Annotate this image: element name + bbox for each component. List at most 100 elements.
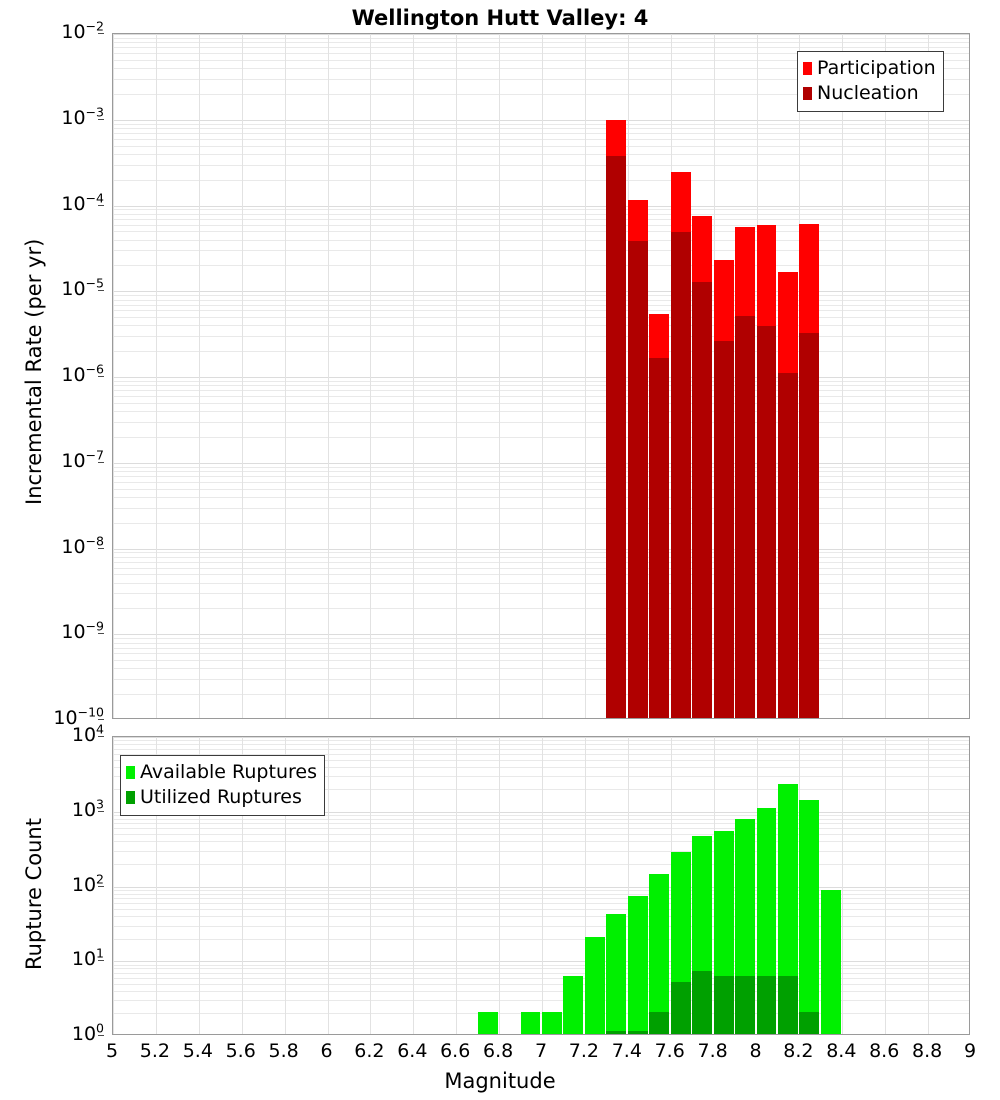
- bar-segment-overlay: [756, 975, 777, 1034]
- bar-rupture-count: [777, 784, 798, 1034]
- x-tick-label: 8: [749, 1040, 762, 1062]
- y-tick-mark: [98, 811, 104, 812]
- bar-segment-overlay: [627, 1030, 648, 1034]
- bar-rupture-count: [477, 1011, 498, 1034]
- bar-rupture-count: [627, 896, 648, 1034]
- x-tick-label: 5: [105, 1040, 119, 1062]
- y-tick-label: 101: [71, 945, 104, 971]
- bar-rupture-count: [735, 818, 755, 1034]
- page-title: Wellington Hutt Valley: 4: [351, 6, 649, 30]
- bar-segment-overlay: [627, 240, 648, 718]
- y-tick-mark: [98, 290, 104, 291]
- bar-segment-overlay: [799, 1011, 820, 1034]
- x-tick-label: 8.8: [911, 1040, 943, 1062]
- y-tick-mark: [98, 886, 104, 887]
- y-tick-label: 10−10: [53, 704, 104, 729]
- bar-segment-overlay: [756, 326, 777, 718]
- bar-segment-overlay: [606, 155, 627, 718]
- bar-incremental-rate: [670, 172, 691, 718]
- participation-swatch-icon: [803, 62, 812, 75]
- bar-segment-overlay: [777, 373, 798, 718]
- y-tick-mark: [98, 960, 104, 961]
- y-tick-mark: [98, 736, 104, 737]
- x-tick-label: 5.6: [225, 1040, 256, 1062]
- x-tick-label: 8.4: [826, 1040, 857, 1062]
- bar-segment-overlay: [735, 315, 755, 718]
- y-tick-mark: [98, 462, 104, 463]
- nucleation-swatch-icon: [803, 87, 812, 100]
- legend-label-utilized-ruptures: Utilized Ruptures: [140, 786, 302, 808]
- bars-incremental-rate: [113, 34, 969, 718]
- y-axis-ticks-top: 10−2 10−3 10−4 10−5 10−6 10−7 10−8 10−9 10−10: [38, 20, 104, 728]
- bar-segment-overlay: [713, 340, 734, 718]
- y-axis-ticks-bottom: 104 103 102 101 100: [38, 723, 104, 1044]
- legend-item-available-ruptures[interactable]: Available Ruptures: [126, 760, 317, 785]
- bar-rupture-count: [756, 808, 777, 1034]
- y-tick-label: 10−7: [61, 447, 104, 472]
- legend-item-utilized-ruptures[interactable]: Utilized Ruptures: [126, 785, 317, 810]
- y-axis-title-bottom: Rupture Count: [22, 818, 46, 970]
- bar-incremental-rate: [777, 271, 798, 718]
- bar-rupture-count: [799, 800, 820, 1034]
- y-tick-mark: [98, 719, 104, 720]
- y-tick-label: 10−2: [61, 18, 104, 43]
- x-tick-label: 7.2: [568, 1040, 599, 1062]
- bars-rupture-count: [113, 737, 969, 1034]
- bar-incremental-rate: [756, 225, 777, 718]
- bar-incremental-rate: [735, 227, 755, 718]
- bar-incremental-rate: [606, 119, 627, 718]
- y-tick-mark: [98, 1035, 104, 1036]
- x-tick-label: 8.6: [869, 1040, 900, 1062]
- bar-rupture-count: [820, 889, 841, 1034]
- x-tick-label: 6.4: [397, 1040, 428, 1062]
- utilized-ruptures-swatch-icon: [126, 791, 135, 804]
- bar-rupture-count: [520, 1011, 541, 1034]
- bar-incremental-rate: [627, 199, 648, 718]
- legend-item-nucleation[interactable]: Nucleation: [803, 81, 936, 106]
- y-tick-label: 10−9: [61, 618, 104, 644]
- bar-incremental-rate: [649, 313, 670, 718]
- y-tick-label: 10−3: [61, 104, 104, 129]
- bar-rupture-count: [649, 873, 670, 1034]
- x-axis-title: Magnitude: [444, 1069, 556, 1093]
- y-tick-label: 102: [71, 871, 104, 896]
- x-tick-label: 8.2: [783, 1040, 814, 1062]
- available-ruptures-swatch-icon: [126, 766, 135, 779]
- legend-incremental-rate: Participation Nucleation: [797, 51, 944, 112]
- bar-rupture-count: [584, 936, 605, 1034]
- bar-incremental-rate: [692, 215, 713, 718]
- y-tick-label: 10−4: [61, 190, 104, 215]
- bar-rupture-count: [563, 975, 584, 1034]
- x-tick-label: 6.6: [440, 1040, 471, 1062]
- x-tick-label: 5.8: [268, 1040, 299, 1062]
- legend-label-available-ruptures: Available Ruptures: [140, 761, 317, 783]
- y-tick-label: 10−5: [61, 275, 104, 301]
- bar-rupture-count: [606, 914, 627, 1034]
- bar-rupture-count: [692, 835, 713, 1034]
- incremental-rate-plot: [112, 33, 970, 719]
- bar-segment-overlay: [606, 1030, 627, 1034]
- y-tick-mark: [98, 633, 104, 634]
- bar-rupture-count: [542, 1011, 562, 1034]
- x-tick-label: 9: [963, 1040, 977, 1062]
- x-tick-label: 7.8: [697, 1040, 728, 1062]
- legend-rupture-count: Available Ruptures Utilized Ruptures: [120, 755, 325, 816]
- bar-segment-overlay: [670, 231, 691, 718]
- x-tick-label: 6: [320, 1040, 333, 1062]
- x-tick-label: 7.6: [654, 1040, 685, 1062]
- bar-incremental-rate: [713, 259, 734, 718]
- y-tick-mark: [98, 33, 104, 34]
- bar-segment-overlay: [735, 975, 755, 1034]
- x-tick-label: 7: [534, 1040, 548, 1062]
- bar-segment-overlay: [777, 975, 798, 1034]
- x-tick-label: 6.2: [354, 1040, 385, 1062]
- bar-segment-overlay: [713, 975, 734, 1034]
- y-tick-label: 103: [71, 796, 104, 821]
- y-tick-mark: [98, 205, 104, 206]
- legend-label-participation: Participation: [817, 57, 936, 79]
- legend-item-participation[interactable]: Participation: [803, 56, 936, 81]
- y-tick-label: 100: [71, 1020, 104, 1045]
- bar-segment-overlay: [670, 981, 691, 1034]
- legend-label-nucleation: Nucleation: [817, 82, 919, 104]
- y-axis-title-top: Incremental Rate (per yr): [22, 238, 46, 505]
